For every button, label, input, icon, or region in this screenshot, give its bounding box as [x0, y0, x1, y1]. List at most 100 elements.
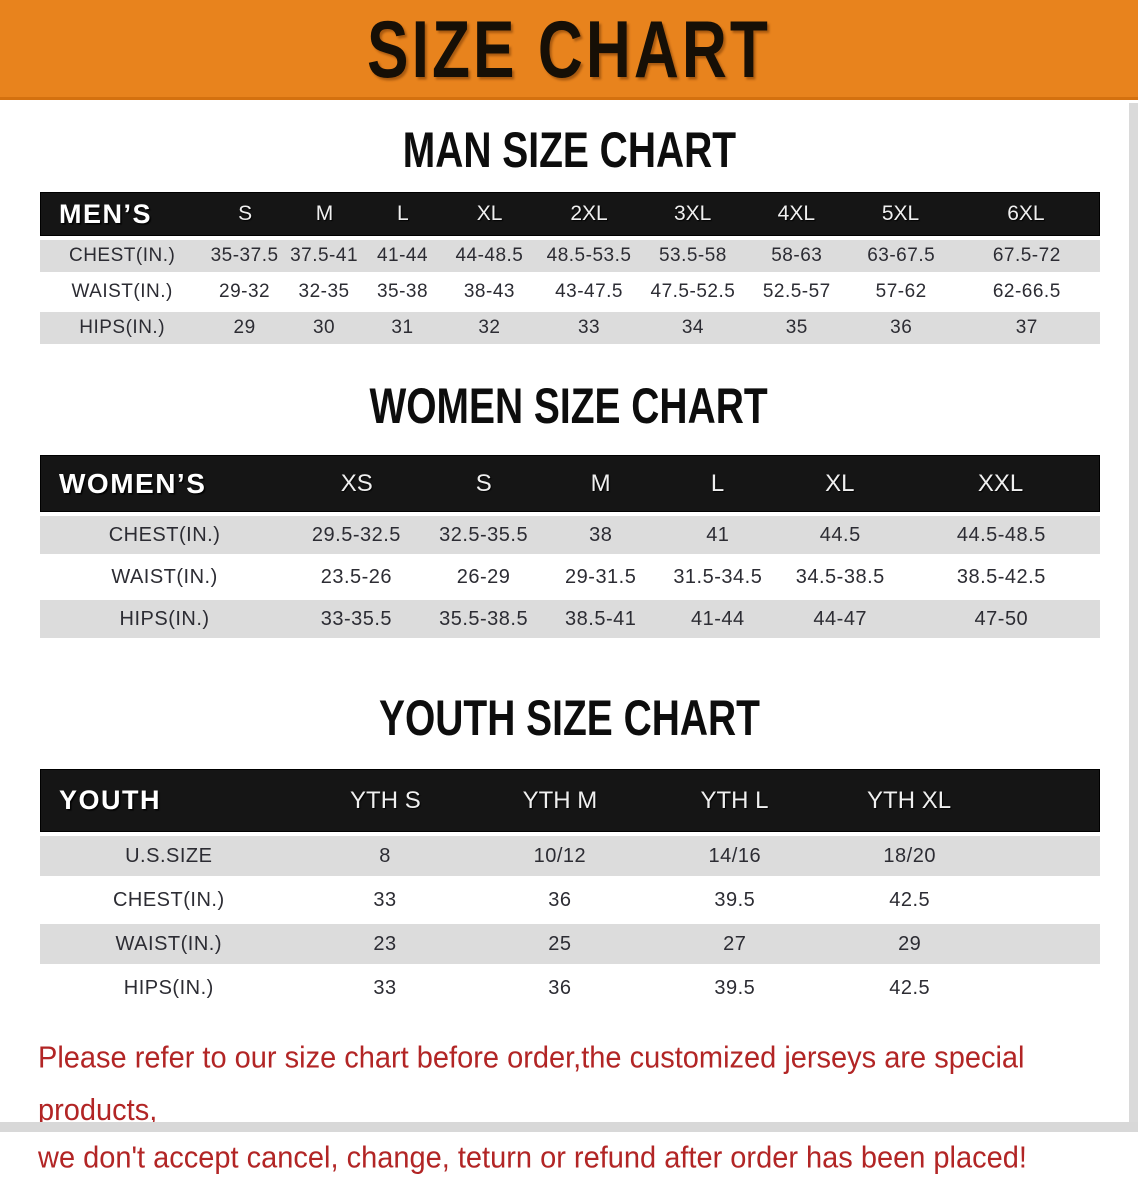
- banner-title: SIZE CHART: [367, 3, 771, 94]
- size-column-header: 6XL: [1007, 202, 1045, 225]
- scan-edge-right: [1129, 103, 1138, 1132]
- disclaimer-text: Please refer to our size chart before or…: [38, 1032, 1118, 1182]
- size-column-header: 2XL: [570, 202, 608, 225]
- size-column-header: YTH L: [700, 786, 769, 814]
- table-row: WAIST(IN.) 23.5-26 26-29 29-31.5 31.5-34.5 34…: [40, 558, 1100, 596]
- size-value-cell: 38-43: [463, 281, 515, 302]
- size-value-cell: 41: [706, 523, 730, 546]
- size-value-cell: 42.5: [889, 888, 931, 911]
- size-column-header: M: [590, 469, 611, 497]
- disclaimer-line-1: Please refer to our size chart before or…: [38, 1041, 1025, 1128]
- row-label: U.S.SIZE: [125, 844, 213, 867]
- size-column-header: XL: [825, 469, 855, 497]
- size-value-cell: 57-62: [875, 281, 927, 302]
- size-value-cell: 52.5-57: [762, 281, 831, 302]
- size-value-cell: 39.5: [714, 888, 756, 911]
- size-value-cell: 47-50: [974, 607, 1029, 630]
- size-value-cell: 32: [478, 317, 501, 338]
- size-value-cell: 37: [1015, 317, 1038, 338]
- size-value-cell: 36: [548, 888, 572, 911]
- size-value-cell: 23: [373, 932, 397, 955]
- size-value-cell: 35: [785, 317, 808, 338]
- size-value-cell: 67.5-72: [992, 245, 1061, 266]
- row-label: CHEST(IN.): [68, 245, 176, 266]
- size-value-cell: 31: [391, 317, 414, 338]
- size-column-header: L: [396, 202, 409, 225]
- size-value-cell: 38.5-41: [565, 607, 637, 630]
- size-value-cell: 33: [373, 976, 397, 999]
- size-value-cell: 23.5-26: [320, 565, 393, 588]
- size-value-cell: 35.5-38.5: [439, 607, 529, 630]
- size-column-header: S: [238, 202, 253, 225]
- size-value-cell: 43-47.5: [555, 281, 624, 302]
- size-value-cell: 32.5-35.5: [439, 523, 529, 546]
- size-column-header: M: [315, 202, 334, 225]
- size-value-cell: 25: [548, 932, 572, 955]
- table-header-row: YOUTH YTH S YTH M YTH L YTH XL: [40, 769, 1100, 832]
- size-column-header: YTH M: [522, 786, 598, 814]
- table-group-label: YOUTH: [59, 785, 161, 815]
- size-value-cell: 58-63: [771, 245, 823, 266]
- size-value-cell: 29-32: [219, 281, 271, 302]
- men-size-table: MEN’S S M L XL 2XL 3XL 4XL 5XL 6XL CHEST(IN.) 35-37…: [40, 192, 1100, 344]
- size-value-cell: 8: [379, 844, 391, 867]
- size-column-header: 5XL: [881, 202, 920, 225]
- size-value-cell: 48.5-53.5: [546, 245, 632, 266]
- size-column-header: XXL: [977, 469, 1024, 497]
- size-value-cell: 33: [373, 888, 397, 911]
- men-section-heading: MAN SIZE CHART: [0, 122, 1138, 178]
- size-value-cell: 42.5: [889, 976, 931, 999]
- women-size-table: WOMEN’S XS S M L XL XXL CHEST(IN.) 29.5-32.5 32.5…: [40, 455, 1100, 638]
- size-column-header: 3XL: [673, 202, 712, 225]
- size-value-cell: 10/12: [533, 844, 587, 867]
- table-header-row: WOMEN’S XS S M L XL XXL: [40, 455, 1100, 512]
- table-row: CHEST(IN.) 33 36 39.5 42.5: [40, 880, 1100, 920]
- size-column-header: XS: [340, 469, 373, 497]
- size-value-cell: 34.5-38.5: [795, 565, 885, 588]
- table-row: HIPS(IN.) 33-35.5 35.5-38.5 38.5-41 41-44 44-…: [40, 600, 1100, 638]
- size-value-cell: 44.5: [819, 523, 861, 546]
- size-column-header: YTH S: [350, 786, 421, 814]
- size-value-cell: 53.5-58: [658, 245, 727, 266]
- size-column-header: 4XL: [777, 202, 816, 225]
- size-value-cell: 47.5-52.5: [650, 281, 736, 302]
- men-section-heading-text: MAN SIZE CHART: [402, 121, 736, 179]
- scan-edge-bottom: [0, 1122, 1138, 1132]
- table-group-label: MEN’S: [59, 198, 153, 229]
- row-label: HIPS(IN.): [123, 976, 214, 999]
- size-value-cell: 63-67.5: [867, 245, 936, 266]
- table-header-row: MEN’S S M L XL 2XL 3XL 4XL 5XL 6XL: [40, 192, 1100, 236]
- row-label: CHEST(IN.): [112, 888, 225, 911]
- disclaimer-line-2: we don't accept cancel, change, teturn o…: [38, 1141, 1027, 1176]
- size-value-cell: 38.5-42.5: [956, 565, 1046, 588]
- size-value-cell: 44-47: [813, 607, 868, 630]
- size-column-header: YTH XL: [867, 786, 952, 814]
- row-label: WAIST(IN.): [71, 281, 173, 302]
- table-row: WAIST(IN.) 23 25 27 29: [40, 924, 1100, 964]
- size-value-cell: 35-38: [376, 281, 429, 302]
- size-column-header: L: [710, 469, 725, 497]
- row-label: WAIST(IN.): [115, 932, 223, 955]
- size-value-cell: 38: [589, 523, 613, 546]
- table-row: CHEST(IN.) 35-37.5 37.5-41 41-44 44-48.5 48.5…: [40, 240, 1100, 272]
- table-row: HIPS(IN.) 33 36 39.5 42.5: [40, 968, 1100, 1008]
- size-column-header: S: [475, 469, 492, 497]
- size-value-cell: 34: [681, 317, 704, 338]
- size-value-cell: 29.5-32.5: [311, 523, 401, 546]
- size-value-cell: 32-35: [298, 281, 350, 302]
- row-label: HIPS(IN.): [79, 317, 166, 338]
- youth-section-heading: YOUTH SIZE CHART: [0, 690, 1138, 746]
- size-value-cell: 33: [577, 317, 601, 338]
- table-row: CHEST(IN.) 29.5-32.5 32.5-35.5 38 41 44.5 44.5…: [40, 516, 1100, 554]
- size-value-cell: 33-35.5: [320, 607, 393, 630]
- size-value-cell: 44.5-48.5: [956, 523, 1046, 546]
- size-value-cell: 37.5-41: [290, 245, 359, 266]
- size-value-cell: 29: [233, 317, 256, 338]
- youth-section-heading-text: YOUTH SIZE CHART: [378, 689, 760, 747]
- size-value-cell: 36: [548, 976, 572, 999]
- row-label: WAIST(IN.): [111, 565, 218, 588]
- size-value-cell: 31.5-34.5: [673, 565, 763, 588]
- size-value-cell: 41-44: [690, 607, 745, 630]
- size-value-cell: 29: [898, 932, 922, 955]
